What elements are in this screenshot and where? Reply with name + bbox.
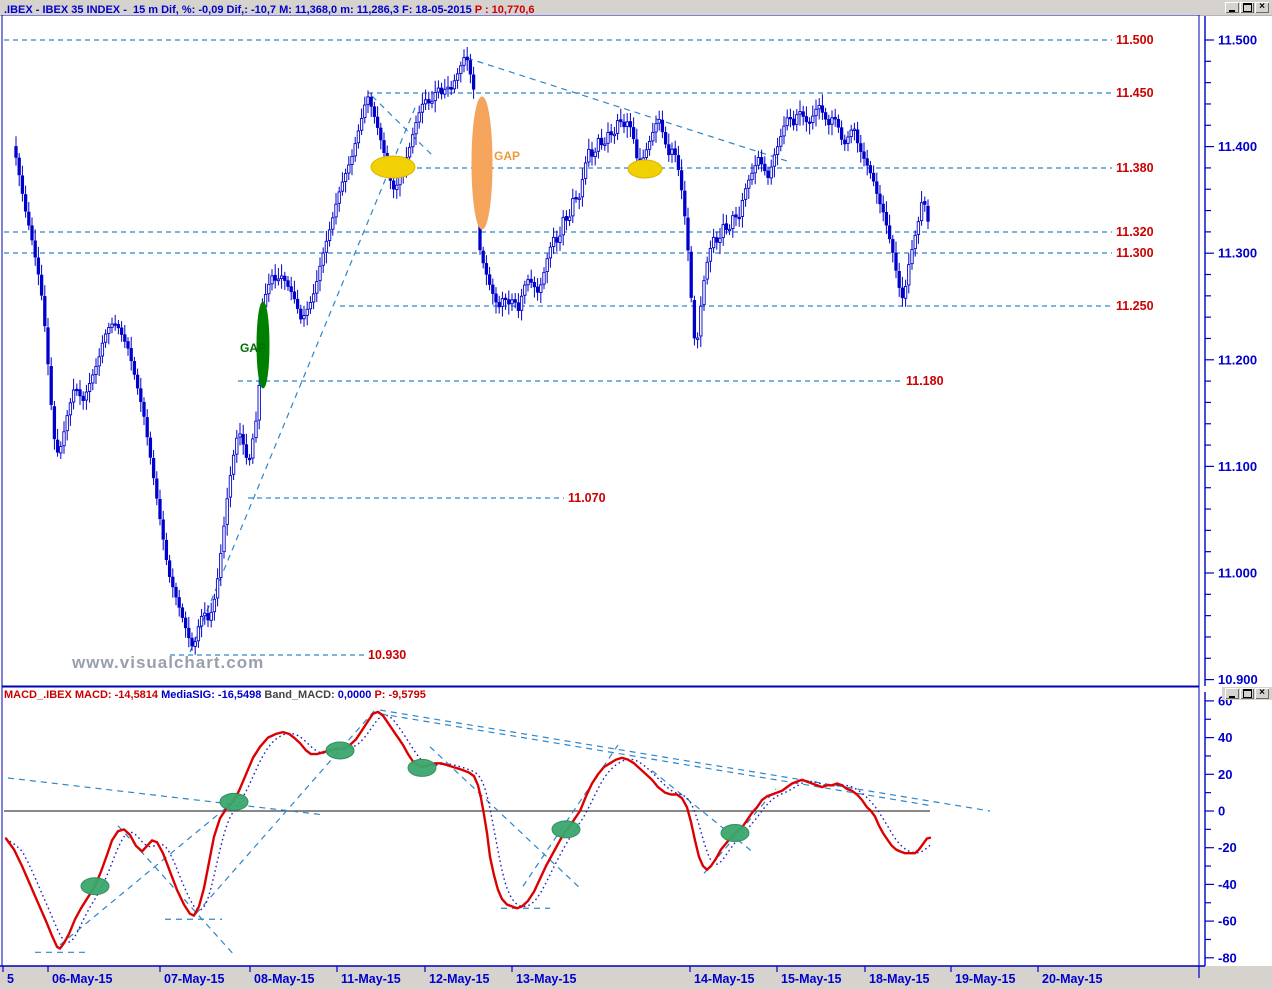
macd-trendline-3[interactable] [59, 795, 241, 946]
date-label-18-May-15: 18-May-15 [869, 972, 929, 986]
macd-cross-marker-4[interactable] [407, 758, 437, 777]
macd-axis-label--60: -60 [1218, 914, 1237, 929]
gap-label-orange: GAP [494, 149, 520, 163]
sr-level-label-11.070: 11.070 [568, 491, 606, 505]
macd-axis-label--80: -80 [1218, 950, 1237, 965]
date-label-06-May-15: 06-May-15 [52, 972, 112, 986]
sr-level-label-11.320: 11.320 [1116, 225, 1154, 239]
date-label-07-May-15: 07-May-15 [164, 972, 224, 986]
macd-minimize-button[interactable] [1225, 688, 1239, 699]
close-icon: × [1259, 1, 1265, 12]
price-axis-label-11.100: 11.100 [1218, 459, 1257, 474]
macd-axis-label-20: 20 [1218, 767, 1232, 782]
macd-cross-marker-2[interactable] [219, 792, 249, 811]
instrument-title: .IBEX - IBEX 35 INDEX - 15 m Dif, %: -0,… [4, 0, 535, 16]
price-axis-label-11.400: 11.400 [1218, 139, 1257, 154]
macd-close-button[interactable]: × [1255, 688, 1269, 699]
chart-canvas[interactable]: 11.500 11.450 11.380 11.320 11.300 11.250 11.1… [0, 15, 1272, 989]
macd-trendline-8[interactable] [379, 713, 931, 807]
main-window-controls: × [1225, 2, 1269, 13]
macd-cross-marker-1[interactable] [80, 877, 110, 896]
mediasig-line[interactable] [5, 714, 931, 944]
sr-level-label-11.500: 11.500 [1116, 33, 1154, 47]
band-macd-value: 0,0000 [337, 689, 375, 701]
minimize-icon [1229, 695, 1235, 698]
price-axis-label-11.500: 11.500 [1218, 33, 1257, 48]
price-trendline-1[interactable] [189, 102, 418, 653]
instrument-info-text: .IBEX - IBEX 35 INDEX - 15 m Dif, %: -0,… [4, 4, 475, 16]
close-button[interactable]: × [1255, 2, 1269, 13]
date-axis-strip [0, 966, 1272, 989]
visualchart-watermark: www.visualchart.com [72, 653, 265, 672]
gap-marker-green-1[interactable] [256, 301, 270, 389]
macd-maximize-button[interactable] [1240, 688, 1254, 699]
date-label-08-May-15: 08-May-15 [254, 972, 314, 986]
price-trendline-2[interactable] [371, 95, 435, 158]
price-axis-label-11.300: 11.300 [1218, 246, 1257, 261]
mediasig-value-text: MediaSIG: -16,5498 [161, 689, 265, 701]
price-pane[interactable] [1, 15, 1200, 687]
macd-axis-label-40: 40 [1218, 730, 1232, 745]
band-macd-label: Band_MACD: [264, 689, 338, 701]
macd-legend: MACD_.IBEX MACD: -14,5814 MediaSIG: -16,… [4, 689, 426, 701]
highlight-marker-yellow-4[interactable] [627, 159, 663, 179]
close-icon: × [1259, 687, 1265, 698]
price-trendline-3[interactable] [466, 57, 791, 163]
macd-cross-marker-5[interactable] [551, 820, 581, 839]
date-label-19-May-15: 19-May-15 [955, 972, 1015, 986]
maximize-icon [1242, 689, 1252, 698]
macd-line[interactable] [4, 710, 932, 950]
macd-axis-label--40: -40 [1218, 877, 1237, 892]
sr-level-label-11.380: 11.380 [1116, 161, 1154, 175]
chart-title-bar: .IBEX - IBEX 35 INDEX - 15 m Dif, %: -0,… [0, 0, 1272, 16]
macd-cross-marker-6[interactable] [720, 824, 750, 843]
sr-level-label-11.180: 11.180 [906, 374, 944, 388]
date-label-11-May-15: 11-May-15 [341, 972, 401, 986]
highlight-marker-yellow-3[interactable] [370, 155, 416, 179]
gap-marker-orange-2[interactable] [471, 96, 493, 230]
date-label-13-May-15: 13-May-15 [516, 972, 576, 986]
macd-trendline-4[interactable] [117, 825, 236, 957]
macd-axis-label--20: -20 [1218, 840, 1237, 855]
macd-trendline-7[interactable] [379, 709, 991, 812]
last-price-text: P : 10,770,6 [474, 4, 535, 16]
macd-axis-label-0: 0 [1218, 804, 1225, 819]
sr-level-label-11.450: 11.450 [1116, 86, 1154, 100]
minimize-button[interactable] [1225, 2, 1239, 13]
date-label-15-May-15: 15-May-15 [781, 972, 841, 986]
sr-level-label-10.930: 10.930 [368, 648, 406, 662]
macd-trendline-12[interactable] [429, 746, 581, 889]
minimize-icon [1229, 9, 1235, 12]
date-label-5: 5 [7, 972, 14, 986]
maximize-icon [1242, 3, 1252, 12]
sr-level-label-11.300: 11.300 [1116, 246, 1154, 260]
gap-label-green: GAP [240, 341, 266, 355]
macd-trendline-1[interactable] [7, 777, 323, 816]
date-label-14-May-15: 14-May-15 [694, 972, 754, 986]
price-axis-label-10.900: 10.900 [1218, 672, 1258, 687]
sr-level-label-11.250: 11.250 [1116, 299, 1154, 313]
macd-value-text: MACD_.IBEX MACD: -14,5814 [4, 689, 162, 701]
maximize-button[interactable] [1240, 2, 1254, 13]
date-label-12-May-15: 12-May-15 [429, 972, 489, 986]
macd-window-controls: × [1225, 688, 1269, 699]
price-candles [14, 46, 930, 655]
macd-p-value-text: P: -9,5795 [374, 689, 426, 701]
macd-pane[interactable] [1, 686, 1200, 967]
price-axis-label-11.200: 11.200 [1218, 352, 1257, 367]
macd-cross-marker-3[interactable] [325, 741, 355, 760]
date-label-20-May-15: 20-May-15 [1042, 972, 1102, 986]
price-axis-label-11.000: 11.000 [1218, 566, 1257, 581]
